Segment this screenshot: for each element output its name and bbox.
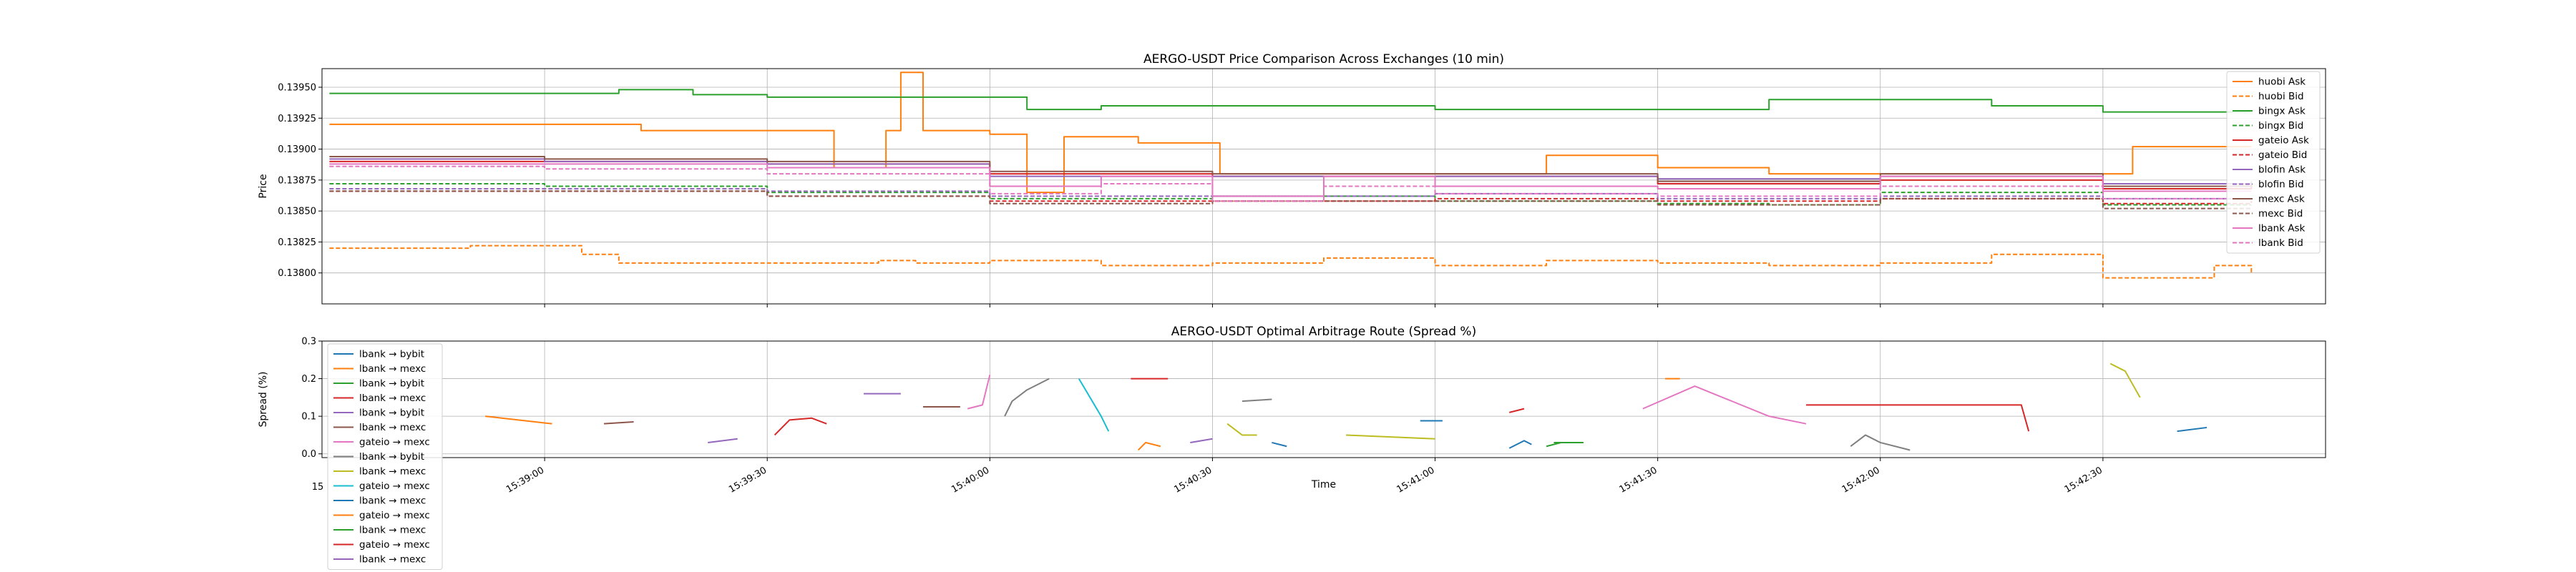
y-tick-label: 0.13800: [278, 268, 316, 279]
legend-label: bingx Bid: [2258, 120, 2303, 132]
legend-label: huobi Ask: [2258, 77, 2306, 88]
series-line: [329, 245, 2253, 279]
legend-box: [2226, 71, 2321, 254]
x-tick-label: 15:39:30: [727, 465, 769, 495]
y-tick-label: 0.13900: [278, 144, 316, 155]
y-tick-label: 0.2: [301, 374, 316, 385]
x-tick-label: 15:40:30: [1172, 465, 1214, 495]
series-line: [1346, 434, 1435, 440]
y-tick-label: 0.1: [301, 412, 316, 423]
series-line: [2109, 363, 2141, 398]
series-line: [708, 438, 738, 443]
series-line: [1190, 438, 1213, 443]
legend-label: gateio → mexc: [359, 437, 430, 448]
y-tick-label: 0.3: [301, 337, 316, 347]
series-line: [2177, 426, 2207, 433]
x-axis-label: Time: [1311, 479, 1336, 490]
plot-area: [329, 72, 2253, 279]
legend-label: lbank → mexc: [359, 422, 426, 433]
series-line: [1850, 434, 1911, 451]
legend-label: lbank Ask: [2258, 223, 2306, 235]
y-axis-label: Price: [258, 174, 269, 198]
series-line: [1642, 385, 1807, 425]
x-tick-label: 15:42:00: [1840, 465, 1882, 495]
x-tick-label: 15:41:30: [1618, 465, 1659, 495]
legend-label: lbank → bybit: [359, 408, 424, 419]
y-tick-label: 0.0: [301, 449, 316, 460]
legend-label: gateio → mexc: [359, 480, 430, 492]
y-axis-label: Spread (%): [258, 372, 269, 428]
legend-label: bingx Ask: [2258, 106, 2306, 117]
series-line: [1509, 408, 1525, 413]
legend-label: lbank → mexc: [359, 393, 426, 404]
arbitrage-spread-chart: 0.0 0.1 0.2 0.3 15:39:00 15:39:30 15:40:00 15:4…: [258, 325, 2326, 570]
legend-label: gateio → mexc: [359, 539, 430, 551]
x-tick-label: 15:41:00: [1395, 465, 1436, 495]
x-tick-label: 15:42:30: [2063, 465, 2104, 495]
axes-frame: [321, 68, 2326, 305]
axes-frame: [321, 340, 2326, 458]
legend-label: gateio Ask: [2258, 135, 2309, 147]
price-comparison-chart: 0.13800 0.13825 0.13850 0.13875 0.13900 0.139…: [258, 52, 2326, 307]
series-line: [1272, 441, 1287, 448]
series-line: [1508, 440, 1532, 449]
series-line: [604, 421, 634, 425]
legend-label: lbank → bybit: [359, 378, 424, 390]
legend-label: lbank → mexc: [359, 525, 426, 536]
series-line: [329, 187, 2252, 199]
legend: huobi Ask huobi Bid bingx Ask bingx Bid gate…: [2226, 71, 2321, 254]
legend-label: blofin Ask: [2258, 164, 2306, 176]
series-line: [1078, 378, 1110, 432]
legend-box: [327, 343, 443, 570]
series-line: [485, 415, 552, 425]
y-tick-label: 0.13925: [278, 114, 316, 124]
x-tick-label: 15:39:00: [504, 465, 546, 495]
x-tick-label: 15: [312, 482, 324, 493]
legend-label: gateio → mexc: [359, 510, 430, 521]
legend-label: huobi Bid: [2258, 91, 2304, 102]
legend-label: lbank Bid: [2258, 237, 2303, 249]
legend-label: lbank → mexc: [359, 495, 426, 507]
y-tick-label: 0.13875: [278, 175, 316, 186]
series-line: [1004, 378, 1050, 417]
series-line: [1226, 423, 1257, 436]
legend-label: lbank → mexc: [359, 466, 426, 478]
series-line: [329, 89, 2252, 113]
y-tick-label: 0.13850: [278, 207, 316, 217]
series-line: [1806, 404, 2030, 432]
series-line: [329, 160, 2253, 189]
y-tick-label: 0.13825: [278, 237, 316, 248]
series-line: [329, 165, 2252, 202]
legend-label: lbank → bybit: [359, 451, 424, 463]
legend-label: gateio Bid: [2258, 149, 2307, 161]
legend-label: mexc Bid: [2258, 208, 2303, 220]
chart-title: AERGO-USDT Price Comparison Across Excha…: [1143, 52, 1504, 66]
y-tick-label: 0.13950: [278, 82, 316, 93]
legend-label: mexc Ask: [2258, 194, 2305, 205]
legend-label: lbank → mexc: [359, 363, 426, 375]
legend-label: lbank → bybit: [359, 349, 424, 360]
series-line: [967, 375, 991, 410]
x-tick-label: 15:40:00: [950, 465, 991, 495]
series-line: [1138, 441, 1161, 451]
series-line: [1241, 398, 1272, 403]
legend-label: lbank → mexc: [359, 554, 426, 566]
chart-title: AERGO-USDT Optimal Arbitrage Route (Spre…: [1171, 325, 1476, 339]
series-line: [774, 417, 827, 436]
series-line: [329, 190, 2252, 209]
legend: lbank → bybit lbank → mexc lbank → bybit lb…: [327, 343, 443, 570]
legend-label: blofin Bid: [2258, 179, 2304, 190]
plot-area: [485, 363, 2207, 451]
